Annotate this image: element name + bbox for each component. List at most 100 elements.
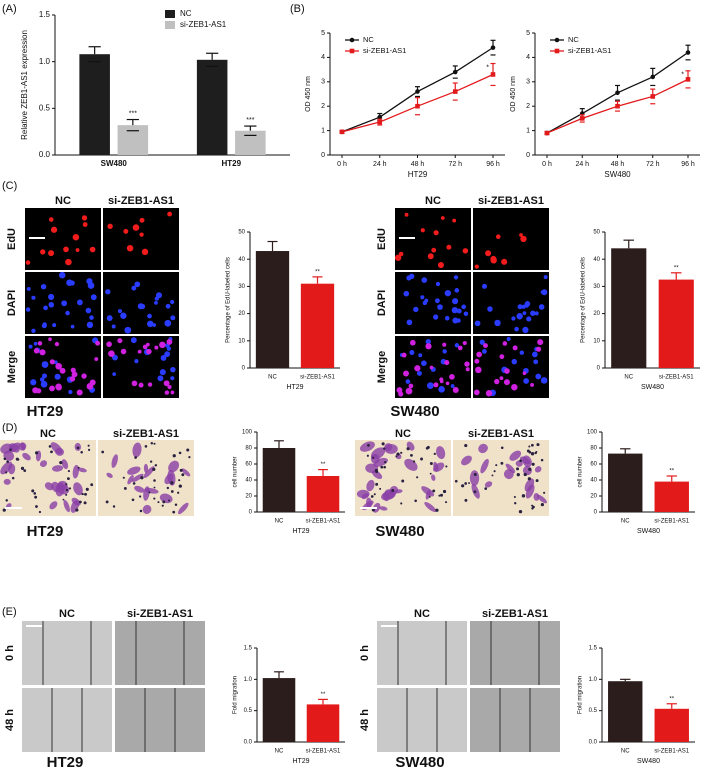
x-axis-label: SW480 [641, 384, 664, 391]
x-tick-label: si-ZEB1-AS1 [654, 519, 689, 525]
cell [495, 234, 501, 240]
cell [2, 508, 6, 512]
point [615, 90, 620, 96]
cell [87, 448, 91, 451]
cell [440, 493, 443, 497]
y-tick-label: 40 [245, 478, 252, 484]
cell [494, 319, 501, 327]
cell [71, 371, 78, 378]
cell [65, 493, 68, 496]
cell [424, 501, 437, 513]
cell [501, 258, 508, 265]
x-tick-label: 72 h [448, 161, 462, 168]
x-tick-label: NC [275, 749, 284, 755]
cell [35, 505, 38, 508]
cell [123, 228, 129, 234]
cell [66, 279, 73, 286]
cell [530, 310, 536, 316]
cell [111, 324, 116, 329]
cell [26, 286, 31, 291]
cell [505, 463, 516, 474]
cell [149, 460, 153, 463]
y-axis-label: Percentage of EdU-labeled cells [581, 257, 587, 343]
cell [143, 463, 149, 473]
cell [395, 455, 398, 458]
cell [106, 341, 112, 348]
point [377, 114, 383, 120]
cell [484, 481, 493, 488]
cell [132, 442, 142, 458]
annotation: * [486, 64, 489, 71]
cell [89, 315, 94, 320]
legend-marker [349, 37, 355, 43]
y-tick-label: 20 [593, 311, 600, 317]
cell [427, 253, 434, 260]
cell [421, 277, 428, 283]
column-label: si-ZEB1-AS1 [468, 428, 534, 440]
error-bar [318, 469, 328, 483]
cell [69, 376, 76, 382]
cell [499, 376, 504, 381]
cell [181, 468, 191, 477]
column-label: si-ZEB1-AS1 [108, 195, 174, 207]
cell [84, 492, 87, 496]
cell [530, 383, 534, 387]
cell [514, 502, 517, 505]
cell [48, 301, 55, 308]
cell [444, 289, 452, 297]
cell [541, 289, 548, 296]
cell [161, 504, 164, 507]
cell [373, 493, 376, 496]
micrograph [103, 208, 179, 270]
cell [147, 382, 153, 387]
row-label: 48 h [4, 709, 16, 731]
bar [608, 681, 643, 742]
point [377, 119, 383, 125]
cell [465, 367, 470, 372]
cell [188, 456, 191, 459]
cell [6, 460, 9, 464]
error-bar [274, 671, 284, 685]
cell [48, 445, 52, 448]
panel-label: (B) [290, 3, 305, 15]
bar [658, 279, 694, 368]
column-label: si-ZEB1-AS1 [127, 608, 193, 620]
cell [534, 311, 539, 316]
cell [530, 443, 534, 447]
y-tick-label: 0 [242, 366, 246, 372]
y-tick-label: 0.0 [244, 740, 253, 746]
cell [379, 487, 382, 490]
y-axis-label: OD 450 nm [510, 76, 517, 112]
cell [178, 451, 182, 455]
cell [404, 212, 409, 217]
error-bar [126, 118, 139, 132]
cell [156, 292, 162, 299]
cell [164, 351, 171, 358]
cell [445, 465, 448, 468]
y-tick-label: 30 [593, 284, 600, 290]
cell [410, 453, 413, 457]
cell [170, 490, 174, 493]
column-label: NC [59, 608, 75, 620]
cell [518, 509, 523, 514]
row-label: Merge [376, 351, 388, 383]
cell [427, 382, 434, 389]
cell [167, 470, 176, 486]
cell [154, 301, 158, 305]
bar [235, 130, 266, 155]
x-tick-label: si-ZEB1-AS1 [306, 749, 341, 755]
cell [35, 451, 39, 455]
cell [170, 315, 176, 321]
cell [138, 382, 144, 388]
cell [148, 491, 151, 494]
column-label: NC [40, 428, 56, 440]
cell [139, 303, 146, 310]
x-tick-label: NC [275, 519, 284, 525]
cell [452, 317, 459, 324]
cell [531, 462, 535, 466]
cell [462, 248, 469, 254]
legend-marker [349, 48, 355, 54]
annotation: ** [669, 469, 674, 475]
cell [86, 321, 94, 329]
cell [439, 377, 444, 382]
